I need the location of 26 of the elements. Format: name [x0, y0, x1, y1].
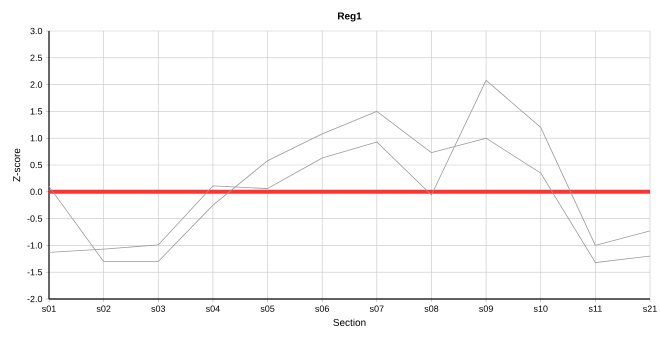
x-tick-label: s07 — [370, 306, 384, 312]
x-tick-label: s10 — [534, 306, 548, 312]
x-tick-label: s05 — [260, 306, 274, 312]
y-tick-label: -1.5 — [27, 269, 42, 276]
x-tick-label: s06 — [315, 306, 330, 312]
y-tick-label: 1.5 — [30, 108, 42, 115]
x-tick-label: s09 — [479, 306, 493, 312]
x-tick-label: s21 — [643, 306, 657, 312]
x-tick-label: s02 — [96, 306, 110, 312]
y-tick-label: 2.5 — [30, 54, 42, 61]
chart-title: Reg1 — [338, 12, 362, 22]
y-tick-label: 0.5 — [30, 162, 42, 168]
y-tick-label: -1.0 — [27, 242, 42, 249]
x-tick-label: s01 — [42, 306, 56, 312]
x-axis-title: Section — [333, 318, 366, 326]
y-tick-label: -0.5 — [27, 215, 42, 222]
x-tick-label: s04 — [206, 306, 220, 312]
y-tick-label: 2.0 — [30, 81, 42, 88]
y-tick-label: 3.0 — [30, 28, 42, 34]
x-tick-label: s11 — [588, 306, 602, 312]
y-tick-label: 1.0 — [30, 135, 42, 142]
x-tick-label: s08 — [424, 306, 438, 312]
x-tick-label: s03 — [151, 306, 166, 312]
y-axis-title: Z-score — [13, 148, 20, 182]
y-tick-label: 0.0 — [30, 188, 42, 195]
y-tick-label: -2.0 — [27, 296, 42, 302]
